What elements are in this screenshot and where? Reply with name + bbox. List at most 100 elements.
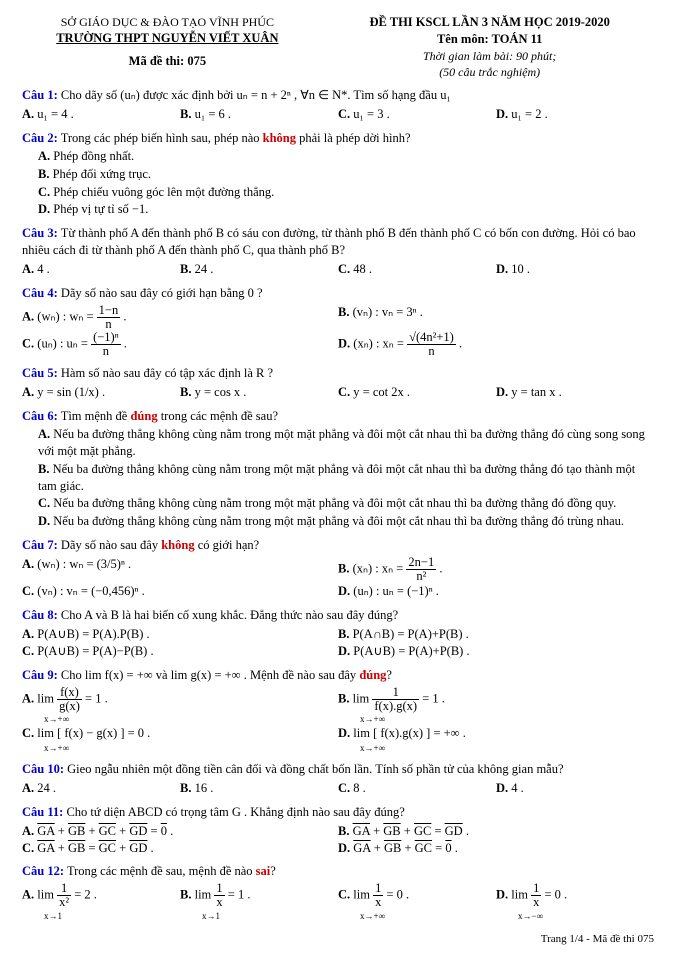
q7-Bn: 2n−1 [406,556,436,570]
q6-num: Câu 6: [22,409,58,423]
q9-text: Cho lim f(x) = +∞ và lim g(x) = +∞ . Mện… [61,668,359,682]
q5-D: y = tan x . [511,385,561,399]
q12-A: A. lim 1x² = 2 .x→1 [22,882,180,921]
q6-text2: trong các mệnh đề sau? [158,409,278,423]
q6-A: Nếu ba đường thẳng không cùng nằm trong … [38,427,645,458]
q9-bold: đúng [359,668,386,682]
num-questions: (50 câu trắc nghiệm) [325,64,654,80]
q4-An: 1−n [97,304,121,318]
q3-D: 10 . [511,262,530,276]
question-4: Câu 4: Dãy số nào sau đây có giới hạn bằ… [22,285,654,358]
question-11: Câu 11: Cho tứ diện ABCD có trọng tâm G … [22,804,654,857]
q4-D: D. (xₙ) : xₙ = √(4n²+1)n . [338,331,654,358]
q6-B: Nếu ba đường thẳng không cùng nằm trong … [38,462,635,493]
q9-num: Câu 9: [22,668,58,682]
q7-text2: có giới hạn? [195,538,260,552]
q12-subC: x→+∞ [360,910,490,922]
q11-A: A. GA + GB + GC + GD = 0 . [22,823,338,840]
question-6: Câu 6: Tìm mệnh đề đúng trong các mệnh đ… [22,408,654,530]
q12-subD: x→−∞ [518,910,648,922]
q4-C: C. (uₙ) : uₙ = (−1)ⁿn . [22,331,338,358]
q5-B: y = cos x . [195,385,247,399]
q8-C: P(A∪B) = P(A)−P(B) . [37,644,153,658]
q4-Cn: (−1)ⁿ [91,331,121,345]
q11-C: C. GA + GB = GC + GD . [22,840,338,857]
q12-q: ? [270,864,276,878]
q7-B: B. (xₙ) : xₙ = 2n−1n² . [338,556,654,583]
q2-C: Phép chiếu vuông góc lên một đường thẳng… [53,185,274,199]
q5-A: y = sin (1/x) . [37,385,105,399]
q7-bold: không [161,538,194,552]
question-12: Câu 12: Trong các mệnh đề sau, mệnh đề n… [22,863,654,921]
time: Thời gian làm bài: 90 phút; [325,48,654,64]
q10-text: Gieo ngẫu nhiên một đồng tiền cân đối và… [67,762,563,776]
q11-text: Cho tứ diện ABCD có trọng tâm G . Khẳng … [66,805,404,819]
q5-num: Câu 5: [22,366,58,380]
q4-text: Dãy số nào sau đây có giới hạn bằng 0 ? [61,286,263,300]
q8-B: P(A∩B) = P(A)+P(B) . [353,627,469,641]
q5-text: Hàm số nào sau đây có tập xác định là R … [61,366,273,380]
header: SỞ GIÁO DỤC & ĐÀO TẠO VĨNH PHÚC TRƯỜNG T… [22,14,654,80]
q1-text: Cho dãy số (uₙ) được xác định bởi uₙ = n… [61,88,451,102]
q10-B: 16 . [195,781,214,795]
q12-B: B. lim 1x = 1 .x→1 [180,882,338,921]
q6-C: Nếu ba đường thẳng không cùng nằm trong … [53,496,616,510]
q2-A: Phép đồng nhất. [53,149,134,163]
question-7: Câu 7: Dãy số nào sau đây không có giới … [22,537,654,600]
q2-D: Phép vị tự tỉ số −1. [53,202,148,216]
q9-A: A. lim f(x)g(x) = 1 .x→+∞ [22,686,338,725]
q2-B: Phép đối xứng trục. [53,167,151,181]
school: TRƯỜNG THPT NGUYỄN VIẾT XUÂN [22,30,313,47]
q11-D: D. GA + GB + GC = 0 . [338,840,654,857]
q4-A: A. (wₙ) : wₙ = 1−nn . [22,304,338,331]
q4-num: Câu 4: [22,286,58,300]
q2-bold: không [263,131,296,145]
q12-subB: x→1 [202,910,332,922]
q8-text: Cho A và B là hai biến cố xung khắc. Đẳn… [61,608,398,622]
q5-C: y = cot 2x . [353,385,410,399]
q1-num: Câu 1: [22,88,58,102]
page-footer: Trang 1/4 - Mã đề thi 075 [22,932,654,947]
q11-B: B. GA + GB + GC = GD . [338,823,654,840]
q1-B: u₁ = 6 . [195,107,231,121]
q9-D: lim [ f(x).g(x) ] = +∞ . [353,726,466,740]
q10-D: 4 . [511,781,524,795]
q7-Bd: n² [406,570,436,583]
q7-A: (wₙ) : wₙ = (3/5)ⁿ . [37,557,131,571]
q1-A: u₁ = 4 . [37,107,73,121]
q8-A: P(A∪B) = P(A).P(B) . [37,627,149,641]
q12-text: Trong các mệnh đề sau, mệnh đề nào [67,864,256,878]
q6-bold: đúng [130,409,157,423]
q7-text: Dãy số nào sau đây [61,538,161,552]
q7-num: Câu 7: [22,538,58,552]
q8-D: P(A∪B) = P(A)+P(B) . [353,644,469,658]
q8-num: Câu 8: [22,608,58,622]
q6-text: Tìm mệnh đề [61,409,131,423]
q11-num: Câu 11: [22,805,63,819]
q3-C: 48 . [353,262,372,276]
q10-num: Câu 10: [22,762,64,776]
question-8: Câu 8: Cho A và B là hai biến cố xung kh… [22,607,654,660]
exam-title: ĐỀ THI KSCL LẦN 3 NĂM HỌC 2019-2020 [325,14,654,31]
q7-C: (vₙ) : vₙ = (−0,456)ⁿ . [37,584,145,598]
q7-D: (uₙ) : uₙ = (−1)ⁿ . [353,584,439,598]
question-3: Câu 3: Từ thành phố A đến thành phố B có… [22,225,654,278]
question-9: Câu 9: Cho lim f(x) = +∞ và lim g(x) = +… [22,667,654,754]
question-1: Câu 1: Cho dãy số (uₙ) được xác định bởi… [22,87,654,123]
q2-num: Câu 2: [22,131,58,145]
question-2: Câu 2: Trong các phép biến hình sau, phé… [22,130,654,218]
q4-Dd: n [407,345,456,358]
q12-C: C. lim 1x = 0 .x→+∞ [338,882,496,921]
q12-D: D. lim 1x = 0 .x→−∞ [496,882,654,921]
q3-B: 24 . [195,262,214,276]
q12-bold: sai [256,864,271,878]
q4-Dn: √(4n²+1) [407,331,456,345]
dept: SỞ GIÁO DỤC & ĐÀO TẠO VĨNH PHÚC [22,14,313,30]
q3-A: 4 . [37,262,50,276]
q4-B: (vₙ) : vₙ = 3ⁿ . [353,305,423,319]
q3-num: Câu 3: [22,226,58,240]
q6-D: Nếu ba đường thẳng không cùng nằm trong … [53,514,624,528]
q4-Cd: n [91,345,121,358]
q1-D: u₁ = 2 . [511,107,547,121]
question-5: Câu 5: Hàm số nào sau đây có tập xác địn… [22,365,654,401]
